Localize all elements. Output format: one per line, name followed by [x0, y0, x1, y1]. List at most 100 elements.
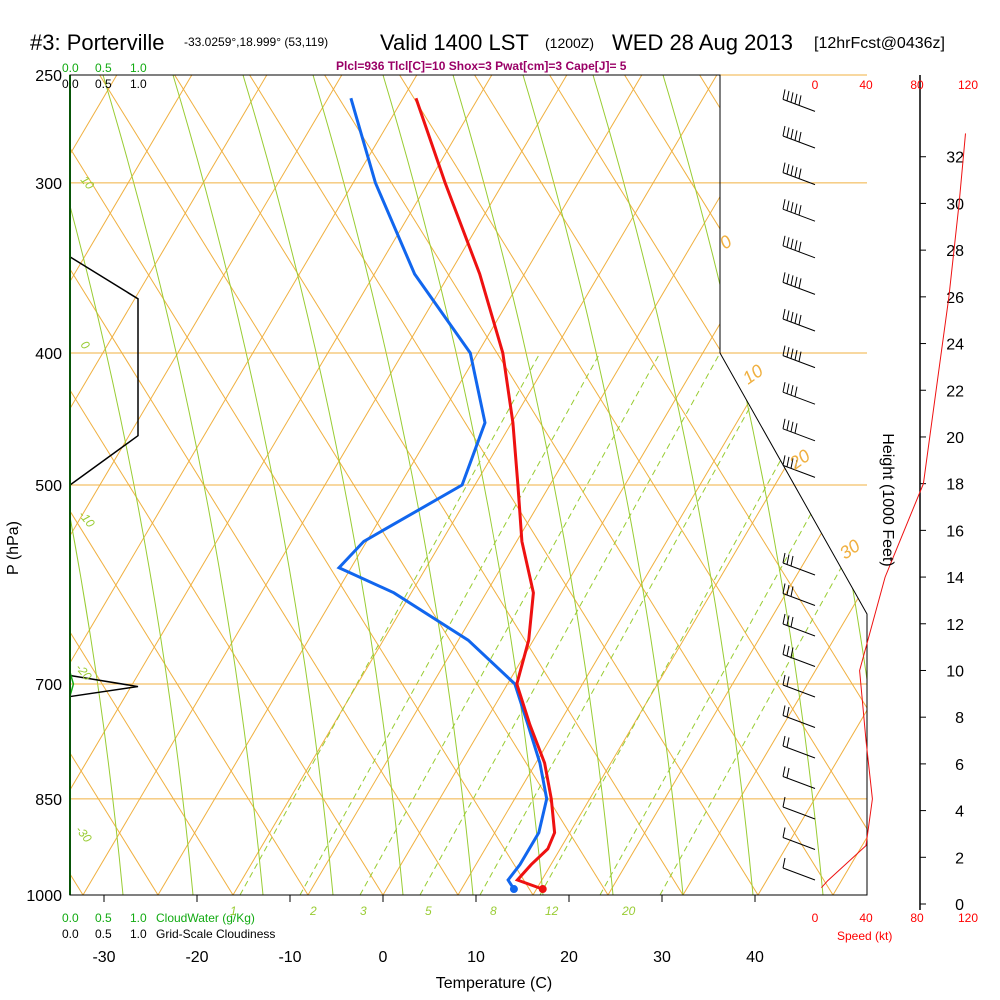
wind-barb-feather	[782, 796, 786, 808]
isotherm-line	[682, 75, 867, 895]
wind-barb-feather	[790, 165, 794, 176]
moist-adiabat-label: 20	[785, 445, 814, 473]
wind-barb-feather	[798, 131, 802, 143]
wind-barb-feather	[786, 737, 790, 748]
isotherm-line	[983, 75, 1000, 895]
speed-bottom-tick: 80	[910, 911, 924, 925]
wind-barb-feather	[782, 345, 786, 356]
wind-barb-feather	[786, 200, 790, 211]
wind-barb-feather	[786, 310, 790, 321]
cloudwater-bottom-tick: 1.0	[130, 911, 147, 925]
height-tick-label: 6	[955, 757, 964, 774]
wind-barb-feather	[782, 162, 786, 173]
wind-barb-feather	[794, 423, 798, 434]
speed-top-tick: 0	[812, 78, 819, 92]
cloudwater-top-tick: 0.0	[62, 61, 79, 75]
temperature-axis-label: Temperature (C)	[436, 975, 552, 992]
cloudwater-line	[69, 671, 75, 697]
speed-bottom-tick: 40	[859, 911, 873, 925]
moist-adiabat-line	[102, 75, 264, 895]
mixing-ratio-line	[479, 352, 781, 895]
height-tick-label: 10	[946, 663, 964, 680]
wind-barb-feather	[798, 351, 802, 362]
wind-barb-feather	[782, 613, 786, 625]
x-tick-label: -20	[185, 949, 208, 966]
wind-barb-shaft	[782, 684, 816, 698]
speed-top-tick: 80	[910, 78, 924, 92]
moist-adiabat-line	[70, 75, 194, 895]
moist-adiabat-label: 10	[739, 360, 767, 388]
x-tick-label: -10	[278, 949, 301, 966]
pressure-tick-label: 500	[35, 478, 62, 495]
wind-barb-shaft	[782, 837, 816, 850]
wind-barb-feather	[786, 383, 790, 394]
cloudwater-bottom-tick: 0.0	[62, 911, 79, 925]
dry-adiabat-label: 10	[78, 173, 98, 192]
speed-axis-label: Speed (kt)	[837, 929, 892, 943]
wind-barb-feather	[786, 584, 790, 596]
wind-barb-feather	[794, 350, 798, 361]
valid-time: Valid 1400 LST	[380, 30, 529, 55]
cloudwater-bottom-tick: 0.5	[95, 911, 112, 925]
moist-adiabat-line	[312, 75, 474, 895]
moist-adiabat-label: 30	[836, 535, 864, 563]
stability-indices: Plcl=936 Tlcl[C]=10 Shox=3 Pwat[cm]=3 Ca…	[336, 59, 627, 73]
wind-barb-feather	[786, 554, 790, 565]
cloudiness-top-tick: 0.0	[62, 77, 79, 91]
speed-bottom-tick: 0	[812, 911, 819, 925]
pressure-axis-label: P (hPa)	[5, 521, 22, 575]
wind-barb-shaft	[782, 867, 816, 881]
pressure-tick-label: 400	[35, 346, 62, 363]
cloudiness-bottom-tick: 1.0	[130, 927, 147, 941]
mixing-ratio-line	[659, 352, 867, 895]
wind-barb-feather	[790, 92, 794, 103]
isotherm-line	[757, 75, 867, 895]
wind-barb-feather	[782, 735, 786, 747]
wind-barb-feather	[790, 586, 794, 597]
wind-barb-feather	[786, 237, 790, 248]
wind-barb-feather	[786, 273, 790, 284]
height-tick-label: 12	[946, 617, 964, 634]
wind-barb-feather	[782, 308, 786, 320]
wind-barb-feather	[786, 645, 790, 657]
height-tick-label: 8	[955, 710, 964, 727]
dry-adiabat-line	[70, 75, 234, 895]
wind-barb-feather	[786, 420, 790, 431]
wind-barb-feather	[790, 458, 794, 469]
cloudiness-line	[69, 256, 139, 698]
moist-adiabat-line	[242, 75, 404, 895]
isotherm-line	[70, 75, 268, 895]
mixing-ratio-label: 2	[309, 904, 317, 918]
wind-barb-feather	[794, 386, 798, 397]
wind-barb-feather	[782, 418, 786, 429]
wind-barb-feather	[794, 313, 798, 324]
moist-adiabat-line	[172, 75, 334, 895]
wind-barb-shaft	[782, 715, 816, 728]
height-tick-label: 2	[955, 850, 964, 867]
valid-date: WED 28 Aug 2013	[612, 30, 793, 55]
wind-barb-feather	[786, 164, 790, 175]
station-coords: -33.0259°,18.999° (53,119)	[184, 35, 328, 49]
mixing-ratio-label: 20	[621, 904, 636, 918]
wind-barb-feather	[790, 238, 794, 249]
pressure-tick-label: 850	[35, 792, 62, 809]
wind-barb-feather	[794, 167, 798, 178]
cloudwater-top-tick: 0.5	[95, 61, 112, 75]
height-tick-label: 18	[946, 477, 964, 494]
wind-barb-feather	[786, 127, 790, 138]
moist-adiabat-line	[522, 75, 684, 895]
chart-frame	[69, 74, 868, 896]
wind-barb-feather	[782, 455, 786, 466]
mixing-ratio-label: 3	[360, 904, 367, 918]
mixing-ratio-line	[419, 352, 721, 895]
wind-barb-feather	[794, 130, 798, 141]
cloudiness-bottom-tick: 0.0	[62, 927, 79, 941]
wind-barb-feather	[782, 644, 786, 655]
zulu-time: (1200Z)	[545, 35, 594, 51]
wind-barb-feather	[786, 706, 790, 718]
wind-barb-feather	[786, 90, 790, 101]
moist-adiabat-line	[382, 75, 544, 895]
wind-barb-feather	[782, 857, 786, 869]
